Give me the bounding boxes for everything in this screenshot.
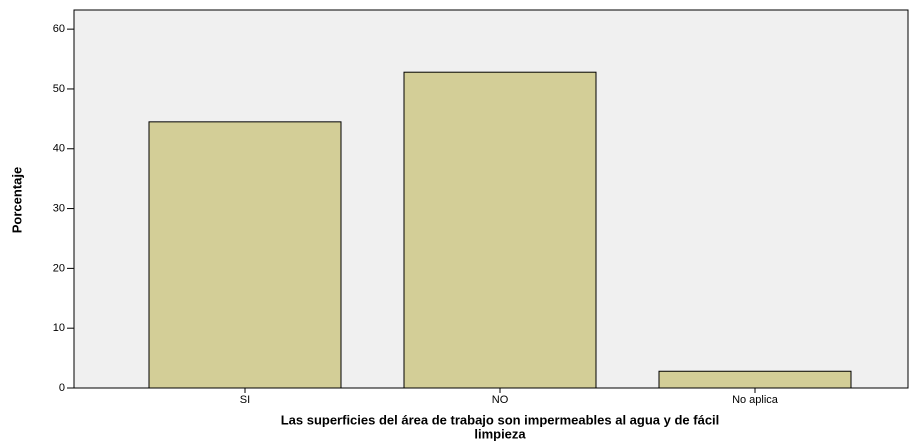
bar (403, 71, 597, 389)
y-tick-label: 40 (53, 143, 65, 155)
x-tick-label: NO (492, 394, 509, 406)
x-tick-label: SI (240, 394, 250, 406)
y-tick-label: 50 (53, 83, 65, 95)
y-tick-label: 0 (59, 382, 65, 394)
bar (658, 370, 852, 389)
y-tick-label: 10 (53, 322, 65, 334)
y-tick-label: 20 (53, 262, 65, 274)
y-axis-title: Porcentaje (9, 167, 24, 233)
x-axis-title: Las superficies del área de trabajo son … (281, 412, 720, 427)
y-tick-label: 60 (53, 23, 65, 35)
y-tick-label: 30 (53, 202, 65, 214)
x-axis-title: limpieza (474, 426, 526, 441)
x-tick-label: No aplica (732, 394, 779, 406)
bar (148, 121, 342, 389)
